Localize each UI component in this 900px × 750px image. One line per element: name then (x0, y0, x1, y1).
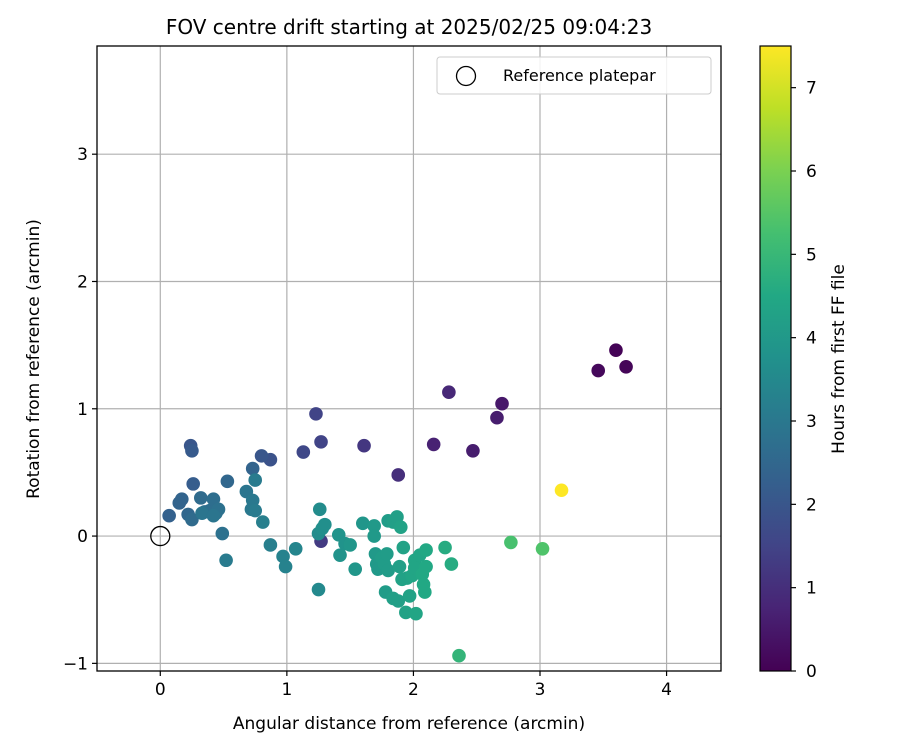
data-point (333, 548, 347, 562)
data-point (356, 516, 370, 531)
data-point (391, 468, 406, 482)
x-tick-label: 3 (535, 680, 546, 700)
grid-lines (97, 46, 721, 671)
data-point (495, 396, 509, 411)
data-point (172, 496, 187, 510)
plot-frame (96, 45, 722, 672)
x-tick-label: 2 (408, 680, 419, 700)
data-point (314, 435, 328, 449)
data-point (609, 343, 623, 358)
data-point (296, 445, 311, 459)
legend-box (436, 56, 712, 95)
colorbar-tick-label: 6 (806, 162, 817, 182)
data-point (206, 508, 221, 523)
data-point (367, 529, 381, 543)
x-tick-label: 1 (281, 680, 292, 700)
data-point (254, 449, 269, 463)
colorbar-tick-label: 4 (806, 329, 817, 349)
data-point (418, 585, 432, 599)
data-point (396, 540, 411, 555)
legend-entry-reference: Reference platepar (503, 66, 656, 85)
data-point (490, 410, 504, 425)
x-axis-label: Angular distance from reference (arcmin) (233, 714, 585, 734)
colorbar-ticks: 0 1 2 3 4 5 6 7 (791, 79, 817, 682)
data-point (256, 515, 270, 529)
y-tick-label: 3 (77, 145, 88, 165)
data-point (419, 559, 433, 574)
y-axis-label: Rotation from reference (arcmin) (24, 219, 44, 499)
colorbar-tick-label: 0 (806, 662, 817, 682)
data-point (444, 557, 459, 571)
x-tick-label: 4 (661, 680, 672, 700)
data-points (162, 343, 633, 663)
colorbar-tick-label: 2 (806, 495, 817, 515)
data-point (466, 443, 480, 458)
data-point (554, 483, 569, 498)
data-point (504, 535, 518, 550)
data-point (357, 438, 371, 453)
colorbar-label: Hours from first FF file (829, 264, 849, 454)
legend: Reference platepar (436, 56, 712, 95)
data-point (535, 542, 550, 556)
data-point (185, 512, 199, 527)
reference-platepar-marker (150, 525, 171, 547)
data-point (381, 563, 395, 578)
data-point (276, 549, 290, 564)
data-point (248, 473, 263, 487)
colorbar-tick-label: 3 (806, 412, 817, 432)
data-point (219, 553, 233, 568)
y-tick-label: 1 (77, 400, 88, 420)
data-point (309, 407, 323, 421)
data-point (409, 606, 423, 621)
colorbar-tick-label: 5 (806, 245, 817, 265)
data-point (348, 562, 363, 576)
data-point (263, 538, 278, 552)
data-point (206, 492, 221, 506)
data-point (419, 543, 433, 557)
data-point (367, 519, 381, 533)
data-point (426, 437, 441, 452)
data-point (186, 477, 200, 491)
data-point (278, 559, 293, 574)
colorbar-tick-label: 1 (806, 579, 817, 599)
data-point (392, 559, 407, 574)
data-point (591, 363, 606, 378)
data-point (318, 517, 332, 532)
colorbar (759, 45, 792, 672)
data-point (380, 547, 394, 561)
data-point (452, 648, 466, 663)
data-point (311, 582, 326, 597)
data-point (399, 605, 413, 620)
y-tick-label: 0 (77, 527, 88, 547)
data-point (220, 474, 235, 489)
data-point (162, 508, 176, 523)
x-tick-label: 0 (155, 680, 166, 700)
y-axis-ticks: −1 0 1 2 3 (63, 145, 97, 674)
data-point (245, 461, 260, 476)
data-point (391, 594, 406, 608)
legend-reference-marker (455, 65, 477, 87)
data-point (438, 540, 452, 555)
data-point (442, 385, 456, 400)
data-point (619, 359, 633, 374)
x-axis-ticks: 0 1 2 3 4 (155, 671, 672, 700)
data-point (343, 538, 357, 552)
data-point (402, 589, 417, 603)
y-tick-label: 2 (77, 272, 88, 292)
data-point (195, 506, 209, 520)
y-tick-label: −1 (63, 654, 88, 674)
data-point (288, 542, 303, 556)
data-point (193, 491, 208, 505)
data-point (248, 503, 263, 518)
data-point (393, 520, 408, 534)
colorbar-tick-label: 7 (806, 79, 817, 99)
reference-marker-group (150, 525, 171, 547)
data-point (215, 526, 230, 541)
data-point (312, 502, 327, 517)
chart-title: FOV centre drift starting at 2025/02/25 … (166, 15, 652, 39)
data-point (185, 443, 199, 458)
